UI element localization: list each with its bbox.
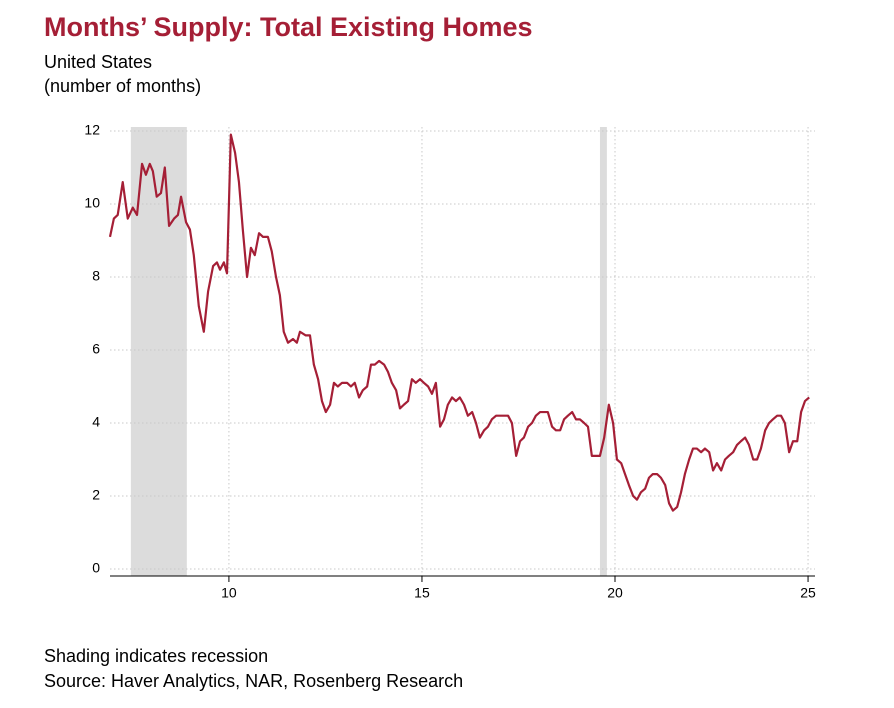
y-tick-label: 2 [92,487,100,503]
y-tick-label: 10 [84,195,100,211]
chart-subtitle: United States [44,52,153,72]
footnote: Shading indicates recession [44,646,269,666]
x-tick-label: 25 [800,585,816,601]
y-tick-label: 12 [84,122,100,138]
y-tick-label: 8 [92,268,100,284]
recession-band [130,127,187,576]
recession-band [599,127,607,576]
y-axis-label: (number of months) [44,76,202,96]
x-tick-label: 15 [414,585,430,601]
data-line [108,133,810,512]
chart-title: Months’ Supply: Total Existing Homes [44,12,533,42]
source: Source: Haver Analytics, NAR, Rosenberg … [44,671,464,691]
x-tick-label: 10 [221,585,237,601]
x-tick-label: 20 [607,585,623,601]
y-tick-label: 6 [92,341,100,357]
y-tick-label: 0 [92,560,100,576]
y-tick-label: 4 [92,414,100,430]
